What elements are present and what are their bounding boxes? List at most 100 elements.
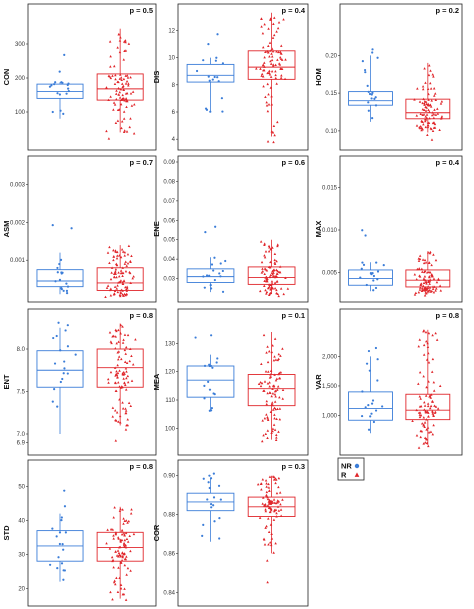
data-point-r	[120, 248, 124, 251]
data-point-r	[261, 267, 264, 270]
data-point-r	[122, 110, 126, 113]
data-point-r	[114, 439, 118, 442]
data-point-nr	[213, 75, 216, 79]
data-point-r	[267, 500, 271, 503]
y-tick-label: 6.9	[17, 441, 26, 447]
data-point-r	[274, 481, 277, 485]
data-point-r	[271, 387, 274, 390]
data-point-nr	[62, 569, 65, 572]
data-point-r	[277, 21, 281, 24]
data-point-r	[272, 498, 276, 501]
data-point-r	[116, 250, 119, 254]
data-point-r	[425, 438, 428, 441]
data-point-r	[123, 534, 127, 537]
data-point-r	[273, 281, 277, 284]
data-point-r	[110, 266, 114, 269]
data-point-nr	[372, 274, 376, 278]
data-point-r	[426, 345, 430, 349]
data-point-r	[124, 407, 127, 410]
data-point-r	[126, 540, 130, 543]
data-point-r	[119, 538, 122, 541]
data-point-r	[282, 18, 285, 21]
data-point-r	[122, 88, 126, 91]
data-point-r	[276, 244, 279, 248]
data-point-nr	[205, 108, 209, 111]
data-point-r	[113, 64, 116, 68]
data-point-r	[424, 287, 427, 291]
data-point-r	[129, 569, 132, 572]
y-tick-label: 0.03	[163, 277, 175, 283]
data-point-r	[121, 401, 124, 404]
data-point-r	[266, 140, 270, 143]
data-point-nr	[221, 269, 224, 273]
data-point-r	[118, 293, 122, 297]
data-point-r	[424, 109, 428, 112]
data-point-r	[275, 433, 278, 436]
data-point-r	[124, 531, 128, 535]
data-point-r	[269, 543, 273, 547]
data-point-r	[267, 482, 270, 486]
data-point-r	[108, 547, 112, 550]
data-point-r	[122, 279, 126, 282]
data-point-nr	[206, 498, 209, 501]
data-point-r	[273, 413, 276, 416]
data-point-r	[424, 394, 428, 397]
data-point-nr	[221, 62, 225, 65]
data-point-r	[267, 530, 271, 534]
data-point-nr	[209, 477, 213, 480]
y-tick-label: 100	[15, 110, 26, 116]
data-point-r	[269, 288, 272, 291]
data-point-r	[274, 395, 277, 398]
data-point-r	[107, 381, 110, 384]
data-point-r	[268, 541, 272, 544]
data-point-r	[435, 280, 439, 284]
data-point-r	[273, 258, 277, 262]
data-point-r	[111, 74, 114, 77]
data-point-r	[111, 335, 114, 338]
data-point-nr	[374, 346, 378, 350]
legend-label-r: R	[341, 471, 347, 480]
data-point-r	[425, 418, 428, 421]
y-tick-label: 1,500	[322, 384, 338, 390]
y-tick-label: 10	[168, 56, 175, 62]
data-point-r	[280, 52, 283, 55]
data-point-r	[267, 517, 270, 520]
data-point-r	[275, 259, 278, 263]
data-point-r	[426, 341, 429, 345]
data-point-nr	[63, 367, 66, 370]
data-point-r	[109, 277, 113, 281]
data-point-r	[418, 413, 422, 416]
panel-cor: 0.84 0.86 0.88 0.90 COR p = 0.3	[152, 459, 309, 607]
data-point-r	[277, 500, 281, 503]
data-point-r	[119, 269, 123, 272]
data-point-r	[423, 436, 427, 439]
data-point-r	[268, 266, 272, 269]
data-point-r	[124, 345, 128, 349]
data-point-nr	[202, 275, 205, 278]
data-point-nr	[66, 372, 69, 375]
data-point-r	[272, 124, 276, 128]
y-axis-label: ENT	[2, 374, 11, 389]
data-point-r	[418, 395, 422, 398]
data-point-r	[118, 39, 122, 42]
data-point-r	[109, 340, 113, 343]
data-point-r	[276, 388, 279, 391]
data-point-nr	[51, 224, 54, 227]
data-point-r	[280, 44, 283, 47]
y-tick-label: 0.002	[10, 220, 26, 226]
data-point-r	[114, 389, 118, 393]
y-tick-label: 0.20	[325, 53, 337, 59]
data-point-r	[427, 380, 430, 383]
y-tick-label: 6	[172, 110, 176, 116]
data-point-nr	[208, 363, 211, 366]
data-point-r	[272, 268, 276, 272]
data-point-r	[421, 107, 425, 111]
data-point-r	[426, 426, 430, 429]
data-point-r	[268, 246, 271, 249]
data-point-r	[269, 391, 272, 395]
data-point-r	[127, 401, 131, 404]
data-point-r	[428, 282, 431, 285]
data-point-r	[120, 385, 124, 388]
data-point-r	[266, 580, 269, 584]
data-point-r	[116, 358, 120, 361]
